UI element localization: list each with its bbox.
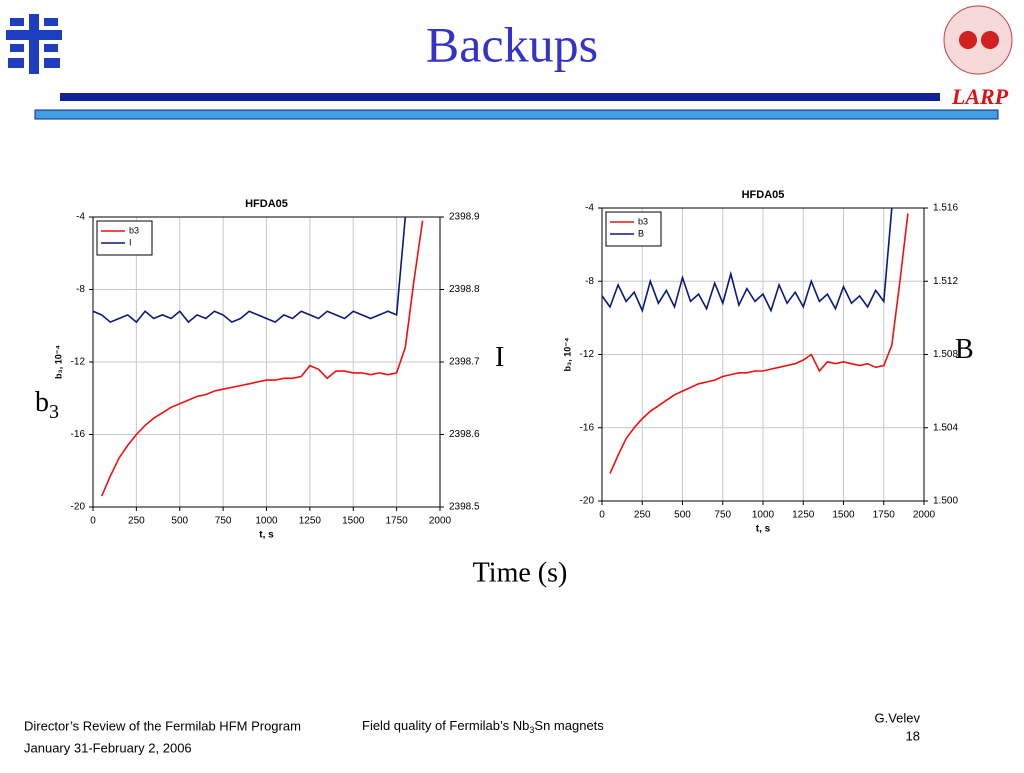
x-tick-label: 500 <box>674 510 691 521</box>
legend-label: B <box>638 228 644 238</box>
chart-title: HFDA05 <box>245 198 288 210</box>
header-bar <box>60 93 940 101</box>
y-tick-label: -8 <box>76 284 85 295</box>
y-tick-label: -16 <box>580 422 595 433</box>
legend-label: b3 <box>638 216 648 226</box>
x-tick-label: 750 <box>714 510 731 521</box>
y2-tick-label: 2398.8 <box>449 284 480 295</box>
y-tick-label: -20 <box>580 496 595 507</box>
x-tick-label: 1500 <box>342 516 365 527</box>
legend-box <box>605 211 662 247</box>
footer-text: January 31-February 2, 2006 <box>24 740 192 755</box>
x-tick-label: 2000 <box>913 510 936 521</box>
x-tick-label: 2000 <box>429 516 452 527</box>
overlay-main: B <box>955 334 974 365</box>
plot-frame <box>92 216 441 508</box>
overlay-main: I <box>495 342 504 373</box>
overlay-label: b3 <box>35 387 59 422</box>
x-axis-label: t, s <box>259 530 274 541</box>
footer-part: Sn magnets <box>534 718 604 733</box>
overlay-sub: 3 <box>49 401 59 423</box>
footer-text: Field quality of Fermilab’s Nb3Sn magnet… <box>362 718 604 735</box>
y2-tick-label: 2398.6 <box>449 429 480 440</box>
fermilab-logo <box>6 14 62 74</box>
logo-text: LARP <box>951 84 1009 109</box>
x-tick-label: 250 <box>634 510 651 521</box>
larp-logo <box>943 5 1013 75</box>
legend-label: I <box>129 237 132 247</box>
y-tick-label: -12 <box>580 349 595 360</box>
x-tick-label: 750 <box>215 516 232 527</box>
data-line <box>602 208 893 313</box>
header-bar <box>34 109 999 120</box>
overlay-label: I <box>495 342 504 373</box>
x-tick-label: 500 <box>171 516 188 527</box>
x-tick-label: 1250 <box>299 516 322 527</box>
x-tick-label: 1000 <box>255 516 278 527</box>
x-axis-label: t, s <box>756 524 771 535</box>
footer-part: Field quality of Fermilab’s Nb <box>362 718 529 733</box>
y2-tick-label: 2398.7 <box>449 357 480 368</box>
y-tick-label: -16 <box>71 429 86 440</box>
y2-tick-label: 2398.9 <box>449 212 480 223</box>
x-tick-label: 1000 <box>752 510 775 521</box>
legend-label: b3 <box>129 225 139 235</box>
legend-box <box>96 220 153 256</box>
data-line <box>609 213 909 474</box>
y2-tick-label: 1.516 <box>933 203 958 214</box>
y-axis-label: b₃, 10⁻⁴ <box>562 338 572 372</box>
overlay-main: b <box>35 387 49 418</box>
y2-tick-label: 1.504 <box>933 422 958 433</box>
y-tick-label: -12 <box>71 357 86 368</box>
x-tick-label: 0 <box>599 510 605 521</box>
y-tick-label: -4 <box>585 203 594 214</box>
data-line <box>93 217 407 324</box>
x-caption: Time (s) <box>473 557 568 588</box>
x-tick-label: 1500 <box>832 510 855 521</box>
x-tick-label: 1250 <box>792 510 815 521</box>
slide-title: Backups <box>426 16 598 72</box>
y2-tick-label: 1.500 <box>933 496 958 507</box>
chart: HFDA05 0 250 500 750 1000 1250 1500 1750 2000 -4 -8… <box>30 185 495 549</box>
y-tick-label: -20 <box>71 502 86 513</box>
footer-text: Director’s Review of the Fermilab HFM Pr… <box>24 718 301 733</box>
y-axis-label: b₃, 10⁻⁴ <box>53 345 63 379</box>
footer-author: G.Velev <box>874 710 920 725</box>
page-number: 18 <box>906 728 920 743</box>
chart: HFDA05 0 250 500 750 1000 1250 1500 1750 2000 -4 -8… <box>545 180 979 543</box>
y-tick-label: -8 <box>585 276 594 287</box>
y2-tick-label: 1.508 <box>933 349 958 360</box>
data-line <box>100 220 424 497</box>
y-tick-label: -4 <box>76 212 85 223</box>
x-tick-label: 1750 <box>873 510 896 521</box>
x-tick-label: 250 <box>128 516 145 527</box>
y2-tick-label: 1.512 <box>933 276 958 287</box>
x-tick-label: 1750 <box>386 516 409 527</box>
plot-frame <box>601 207 925 502</box>
footer-part: 3 <box>529 725 534 735</box>
y2-tick-label: 2398.5 <box>449 502 480 513</box>
x-tick-label: 0 <box>90 516 96 527</box>
overlay-label: B <box>955 334 974 365</box>
chart-title: HFDA05 <box>742 189 785 201</box>
